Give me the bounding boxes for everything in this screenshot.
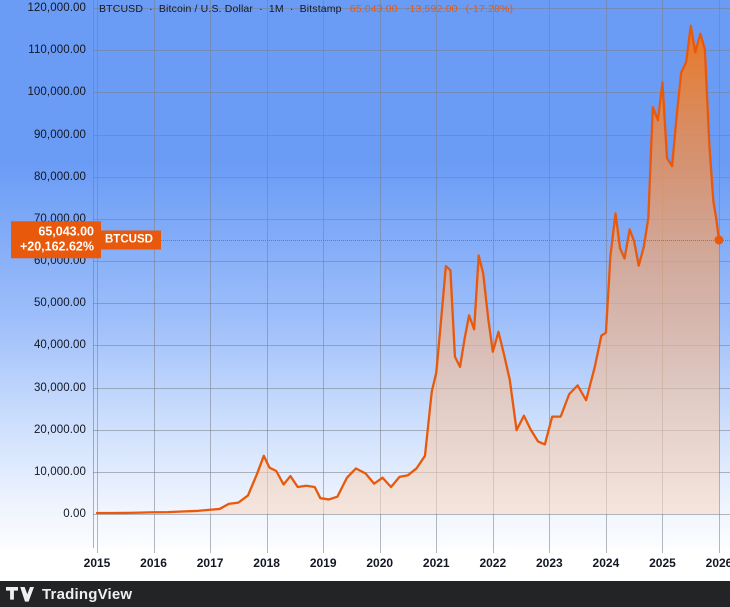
gridline-y — [93, 50, 730, 52]
time-axis-label: 2020 — [366, 556, 394, 570]
price-axis-label: 110,000.00 — [28, 44, 86, 57]
time-axis-tickmark — [97, 548, 98, 553]
time-axis-tickmark — [662, 548, 664, 553]
time-axis-label: 2016 — [140, 556, 167, 570]
time-axis-tickmark — [266, 548, 268, 553]
legend-interval: 1M — [268, 3, 284, 15]
gridline-y — [93, 261, 730, 262]
price-axis-label: 50,000.00 — [33, 297, 86, 310]
time-axis-tickmark — [323, 548, 325, 553]
price-axis-label: 30,000.00 — [33, 381, 86, 394]
time-axis-label: 2025 — [649, 556, 676, 570]
price-axis-label: 10,000.00 — [33, 465, 86, 478]
time-axis-tickmark — [605, 548, 607, 553]
time-axis-tickmark — [719, 548, 720, 553]
time-axis-label: 2022 — [479, 556, 507, 570]
time-axis[interactable]: 2015 2016 2017 2018 2019 2020 2021 2022 2023 2024… — [0, 548, 730, 581]
gridline-x — [436, 0, 438, 548]
tradingview-logo-icon — [6, 586, 34, 602]
price-axis-label: 120,000.00 — [27, 2, 86, 14]
gridline-x — [97, 0, 98, 548]
time-axis-tickmark — [549, 548, 551, 553]
gridline-y — [93, 514, 730, 515]
time-axis-label: 2023 — [536, 556, 563, 570]
gridline-x — [379, 0, 381, 548]
legend-change-absolute: -13,592.00 — [405, 3, 458, 15]
footer-bar: TradingView — [0, 581, 730, 607]
area-fill — [97, 25, 719, 515]
gridline-x — [719, 0, 720, 548]
gridline-y — [93, 387, 730, 389]
gridline-y — [93, 218, 730, 220]
plot-area[interactable] — [93, 0, 730, 548]
gridline-x — [153, 0, 155, 548]
price-axis-divider — [93, 0, 94, 548]
current-price-value: 65,043.00 — [38, 223, 94, 238]
time-axis-label: 2021 — [422, 556, 450, 570]
price-axis-label: 20,000.00 — [33, 423, 86, 436]
chart-legend[interactable]: BTCUSD · Bitcoin / U.S. Dollar · 1M · Bi… — [99, 3, 513, 15]
current-price-badge: 65,043.00 +20,162.62% — [10, 220, 101, 259]
time-axis-label: 2018 — [253, 556, 280, 570]
current-price-dot — [714, 235, 724, 245]
time-axis-label: 2024 — [592, 556, 620, 570]
gridline-y — [93, 303, 730, 305]
gridline-x — [549, 0, 551, 548]
gridline-y — [93, 345, 730, 347]
price-axis-label: 0.00 — [63, 508, 86, 520]
gridline-x — [605, 0, 607, 548]
price-axis-label: 40,000.00 — [33, 339, 86, 352]
current-price-line — [93, 239, 730, 241]
price-area-series — [95, 24, 721, 515]
price-axis-label: 100,000.00 — [27, 86, 86, 99]
time-axis-tickmark — [492, 548, 494, 553]
time-axis-tickmark — [436, 548, 438, 553]
gridline-x — [266, 0, 268, 548]
gridline-y — [93, 176, 730, 178]
chart-canvas[interactable]: 120,000.00 110,000.00 100,000.00 90,000.00 8… — [0, 0, 730, 548]
legend-exchange: Bitstamp — [299, 3, 342, 15]
gridline-x — [492, 0, 494, 548]
price-axis-label: 80,000.00 — [33, 170, 86, 183]
price-line — [95, 24, 721, 515]
legend-symbol: BTCUSD — [99, 3, 144, 15]
price-axis[interactable]: 120,000.00 110,000.00 100,000.00 90,000.00 8… — [0, 0, 730, 548]
gridline-y — [93, 92, 730, 94]
time-axis-tickmark — [379, 548, 381, 553]
current-price-percent: +20,162.62% — [19, 239, 94, 254]
time-axis-label: 2015 — [83, 556, 111, 570]
time-axis-label: 2026 — [705, 556, 730, 570]
gridline-y — [93, 8, 730, 9]
gridline-y — [93, 429, 730, 431]
legend-separator-1: · — [149, 3, 153, 15]
series-ticker-tag: BTCUSD — [97, 230, 161, 250]
legend-separator-2: · — [259, 3, 263, 15]
time-axis-tickmark — [210, 548, 212, 553]
tradingview-brand-label: TradingView — [42, 585, 133, 603]
legend-separator-3: · — [289, 3, 294, 15]
gridline-x — [210, 0, 212, 548]
time-axis-label: 2017 — [196, 556, 224, 570]
time-axis-tickmark — [153, 548, 155, 553]
time-axis-label: 2019 — [309, 556, 337, 570]
legend-last-price: 65,043.00 — [349, 3, 398, 15]
price-axis-label: 90,000.00 — [33, 128, 86, 141]
legend-change-percent: (-17.28%) — [465, 3, 514, 15]
legend-description: Bitcoin / U.S. Dollar — [158, 3, 254, 15]
gridline-x — [323, 0, 325, 548]
gridline-y — [93, 134, 730, 136]
